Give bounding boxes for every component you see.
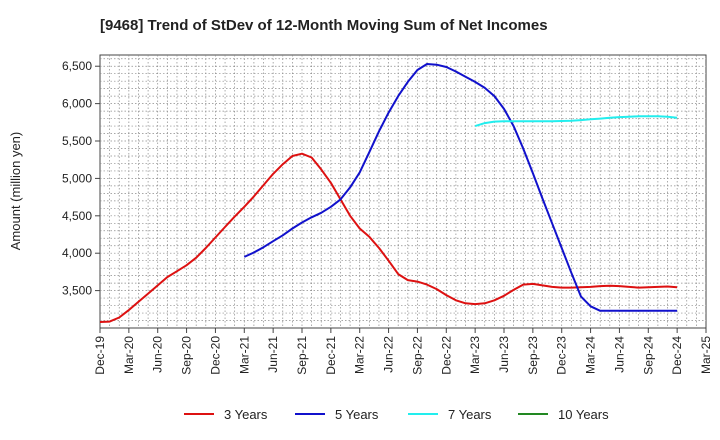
plot-area <box>99 54 707 329</box>
y-tick-label: 5,500 <box>62 134 92 148</box>
y-axis-label: Amount (million yen) <box>8 132 23 251</box>
y-tick-label: 3,500 <box>62 284 92 298</box>
x-tick-label: Sep-20 <box>180 336 194 375</box>
grid <box>100 55 706 328</box>
y-tick-label: 4,500 <box>62 209 92 223</box>
y-tick-label: 5,000 <box>62 171 92 185</box>
legend: 3 Years 5 Years 7 Years 10 Years <box>184 407 609 422</box>
series-line-1 <box>243 63 678 312</box>
x-tick-label: Dec-21 <box>324 336 338 375</box>
y-tick-label: 4,000 <box>62 246 92 260</box>
x-tick-label: Sep-21 <box>295 336 309 375</box>
series-line-2 <box>474 115 678 128</box>
legend-label-1: 5 Years <box>335 407 379 422</box>
y-axis: 3,500 4,000 4,500 5,000 5,500 6,000 6,500 <box>62 59 100 298</box>
series-line-0 <box>99 152 678 323</box>
x-tick-label: Mar-24 <box>584 336 598 374</box>
x-tick-label: Mar-21 <box>237 336 251 374</box>
x-tick-label: Sep-22 <box>410 336 424 375</box>
x-tick-label: Sep-23 <box>526 336 540 375</box>
x-tick-label: Dec-19 <box>93 336 107 375</box>
y-tick-label: 6,500 <box>62 59 92 73</box>
x-tick-label: Dec-22 <box>439 336 453 375</box>
legend-label-3: 10 Years <box>558 407 609 422</box>
x-tick-label: Sep-24 <box>641 336 655 375</box>
x-axis: Dec-19 Mar-20 Jun-20 Sep-20 Dec-20 Mar-21 Jun-… <box>93 328 713 375</box>
y-tick-label: 6,000 <box>62 97 92 111</box>
legend-label-2: 7 Years <box>448 407 492 422</box>
x-tick-label: Mar-22 <box>353 336 367 374</box>
legend-label-0: 3 Years <box>224 407 268 422</box>
x-tick-label: Mar-25 <box>699 336 713 374</box>
x-tick-label: Jun-23 <box>497 336 511 373</box>
x-tick-label: Dec-24 <box>670 336 684 375</box>
x-tick-label: Jun-20 <box>151 336 165 373</box>
x-tick-label: Jun-24 <box>612 336 626 373</box>
x-tick-label: Mar-20 <box>122 336 136 374</box>
x-tick-label: Mar-23 <box>468 336 482 374</box>
x-tick-label: Jun-22 <box>382 336 396 373</box>
x-tick-label: Jun-21 <box>266 336 280 373</box>
series-lines <box>99 63 678 323</box>
chart-title: [9468] Trend of StDev of 12-Month Moving… <box>100 17 548 34</box>
x-tick-label: Dec-20 <box>208 336 222 375</box>
x-tick-label: Dec-23 <box>555 336 569 375</box>
